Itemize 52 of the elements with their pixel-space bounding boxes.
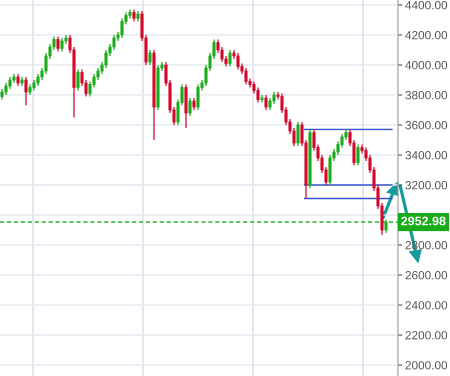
candlestick [132, 8, 136, 22]
candlestick [236, 52, 240, 70]
candlestick [196, 84, 200, 111]
candlestick [88, 80, 92, 98]
candlestick [12, 73, 16, 84]
candlestick [96, 67, 100, 81]
y-tick-label: 4200.00 [405, 30, 448, 40]
candlestick [244, 67, 248, 86]
candlestick [120, 18, 124, 39]
candlestick [264, 94, 268, 111]
candlestick [0, 88, 4, 100]
candlestick [32, 79, 36, 92]
candlestick [148, 49, 152, 66]
y-tick-label: 4400.00 [405, 0, 448, 10]
y-tick-label: 2600.00 [406, 271, 448, 280]
y-tick-label: 3400.00 [405, 151, 448, 160]
candlestick [268, 97, 272, 111]
candlestick [296, 121, 300, 147]
candlestick [28, 84, 32, 96]
y-tick-label: 3800.00 [405, 91, 448, 100]
candlestick [36, 73, 40, 87]
candlestick [360, 144, 364, 154]
candlestick [228, 49, 232, 68]
candlestick [188, 97, 192, 117]
candlestick [256, 86, 260, 104]
candlestick [128, 8, 132, 20]
candlestick [136, 10, 140, 22]
candlestick [20, 76, 24, 87]
candlestick [64, 34, 68, 45]
candlestick [356, 144, 360, 166]
candlestick [112, 34, 116, 51]
candlestick [24, 76, 28, 106]
y-tick-label: 2400.00 [406, 301, 448, 310]
y-tick-label: 3600.00 [405, 121, 448, 130]
ref-line-label: 2952.98 [401, 216, 446, 226]
y-tick-label: 2000.00 [406, 361, 448, 370]
candlestick [56, 36, 60, 52]
candlestick [220, 46, 224, 63]
candlestick [76, 68, 80, 92]
candlestick [272, 91, 276, 105]
candlestick [4, 82, 8, 96]
candlestick [16, 73, 20, 87]
candlestick [8, 76, 12, 90]
y-tick-label: 3200.00 [405, 181, 448, 190]
candlestick [336, 140, 340, 156]
candlestick [60, 37, 64, 52]
candlestick [344, 128, 348, 141]
candlestick [340, 133, 344, 148]
y-tick-label: 4000.00 [405, 61, 448, 70]
candlestick [104, 49, 108, 69]
y-tick-label: 2200.00 [406, 331, 448, 340]
candlestick [192, 97, 196, 111]
